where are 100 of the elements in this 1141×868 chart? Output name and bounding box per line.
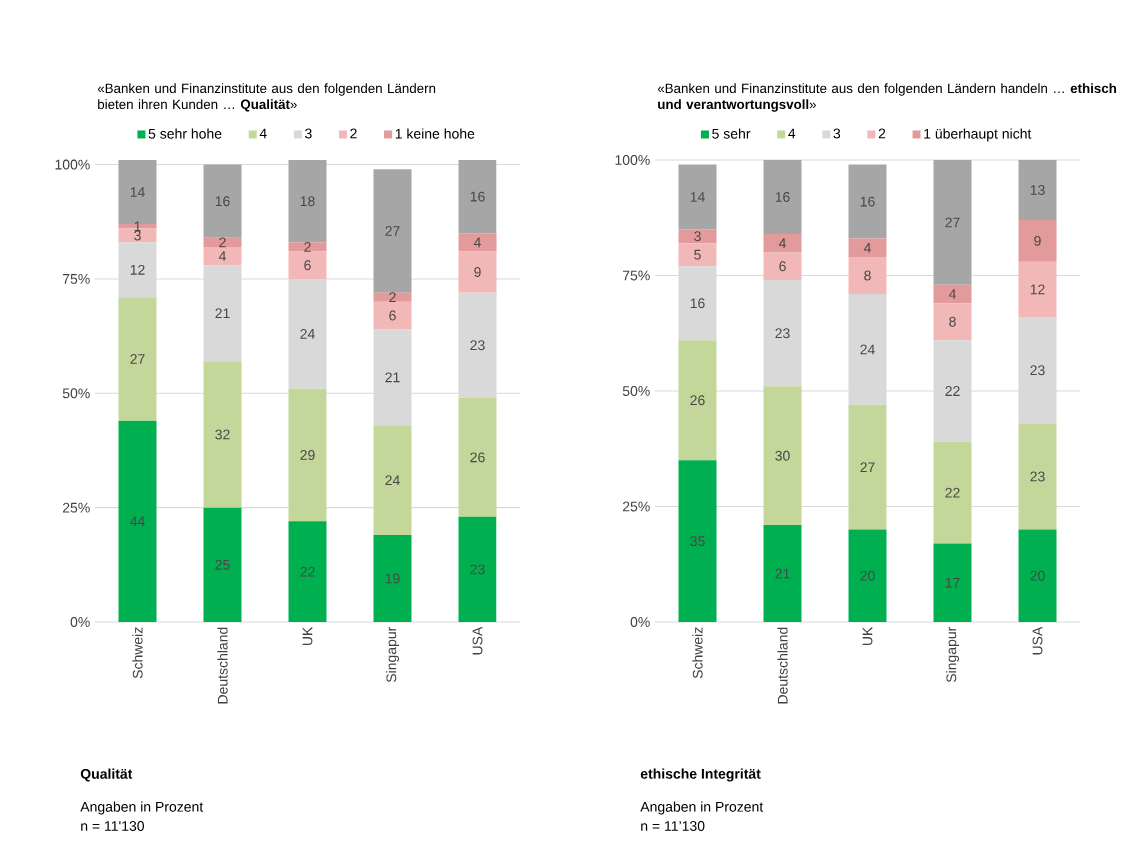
bar	[678, 340, 717, 461]
x-tick-label: Singapur	[945, 626, 960, 683]
data-label: 8	[949, 316, 956, 327]
data-label: 27	[860, 462, 875, 473]
data-label: 19	[385, 573, 400, 584]
data-label: 17	[945, 577, 960, 588]
bar	[203, 246, 242, 266]
data-label: 22	[945, 386, 960, 396]
bar	[1018, 423, 1057, 530]
bar	[373, 535, 412, 622]
data-label: 23	[470, 564, 485, 575]
data-label: 22	[945, 487, 960, 498]
bar	[933, 303, 972, 341]
legend-label: 5 sehr	[712, 128, 751, 139]
x-tick-label: UK	[862, 626, 873, 646]
legend-label: 1 überhaupt nicht	[924, 128, 1032, 142]
data-label: 8	[864, 270, 871, 281]
y-tick-label: 75%	[62, 274, 90, 284]
data-label: 14	[130, 187, 145, 197]
bar	[1018, 159, 1057, 221]
bar	[203, 237, 242, 247]
data-label: 22	[300, 566, 315, 577]
data-label: 16	[470, 191, 485, 202]
data-label: 20	[1030, 570, 1045, 581]
bar	[288, 242, 327, 252]
y-tick-label: 100%	[55, 159, 90, 170]
data-label: 4	[473, 237, 481, 248]
y-tick-label: 100%	[615, 155, 650, 165]
data-label: 6	[779, 261, 786, 272]
chart-title: «Banken und Finanzinstitute aus den folgenden Ländern bieten ihren Kunden … Qualität»	[97, 83, 436, 112]
bar	[1018, 220, 1057, 262]
bar	[373, 329, 412, 426]
data-label: 4	[948, 289, 956, 299]
x-tick-label: Schweiz	[132, 627, 143, 679]
data-label: 9	[1034, 235, 1041, 246]
data-label: 44	[130, 516, 145, 527]
bar	[763, 280, 802, 387]
y-tick-label: 75%	[622, 270, 650, 281]
text: ethische Integrität	[640, 768, 761, 782]
x-tick-label: Deutschland	[777, 627, 788, 704]
data-label: 18	[300, 196, 315, 207]
chart-title: «Banken und Finanzinstitute aus den folgenden Ländern handeln … ethisch und verantwortungsvoll»	[657, 83, 1117, 112]
data-label: 6	[389, 310, 396, 321]
data-label: 21	[775, 568, 790, 579]
data-label: 16	[775, 192, 790, 202]
bar	[458, 251, 497, 293]
bar	[848, 404, 887, 530]
data-label: 2	[219, 237, 226, 248]
bar	[848, 164, 887, 239]
bar	[848, 238, 887, 258]
data-label: 12	[1030, 284, 1045, 295]
data-label: 2	[304, 242, 311, 252]
bar	[1018, 261, 1057, 318]
bar	[933, 441, 972, 544]
data-label: 20	[860, 570, 875, 581]
bar	[763, 386, 802, 525]
data-label: 27	[945, 217, 960, 228]
x-tick-label: Deutschland	[217, 627, 228, 704]
legend-label: 2	[878, 128, 886, 139]
data-label: 30	[775, 450, 790, 461]
data-label: 27	[385, 226, 400, 236]
legend-label: 1 keine hohe	[395, 128, 475, 139]
bar	[118, 297, 157, 421]
data-label: 6	[304, 260, 311, 271]
bar	[288, 251, 327, 279]
data-label: 23	[775, 328, 790, 339]
bar	[933, 543, 972, 622]
text: Qualität	[80, 768, 133, 782]
bar	[678, 164, 717, 230]
bar	[203, 164, 242, 238]
bar	[763, 524, 802, 622]
legend-label: 4	[259, 128, 267, 139]
legend-label: 3	[305, 128, 312, 139]
bar	[458, 292, 497, 398]
x-tick-label: USA	[1032, 626, 1043, 655]
data-label: 16	[215, 196, 230, 207]
bar	[203, 265, 242, 362]
data-label: 23	[1030, 365, 1045, 376]
bar	[763, 159, 802, 234]
y-tick-label: 50%	[622, 386, 650, 396]
text: n = 11’130	[641, 821, 705, 831]
bar	[288, 388, 327, 522]
bar	[933, 284, 972, 304]
bar	[678, 266, 717, 341]
bar	[933, 340, 972, 442]
data-label: 2	[389, 292, 396, 303]
legend-label: 5 sehr hohe	[148, 128, 222, 139]
data-label: 35	[690, 536, 705, 547]
data-label: 13	[1030, 185, 1045, 195]
data-label: 14	[690, 192, 705, 202]
bar	[288, 159, 327, 243]
x-tick-label: UK	[302, 626, 313, 646]
data-label: 32	[215, 429, 230, 440]
data-label: 24	[385, 475, 400, 486]
bar	[203, 361, 242, 508]
legend-label: 2	[350, 128, 357, 139]
data-label: 4	[863, 242, 871, 253]
bar	[1018, 529, 1057, 622]
data-label: 1	[134, 221, 141, 232]
legend-label: 3	[833, 128, 841, 139]
